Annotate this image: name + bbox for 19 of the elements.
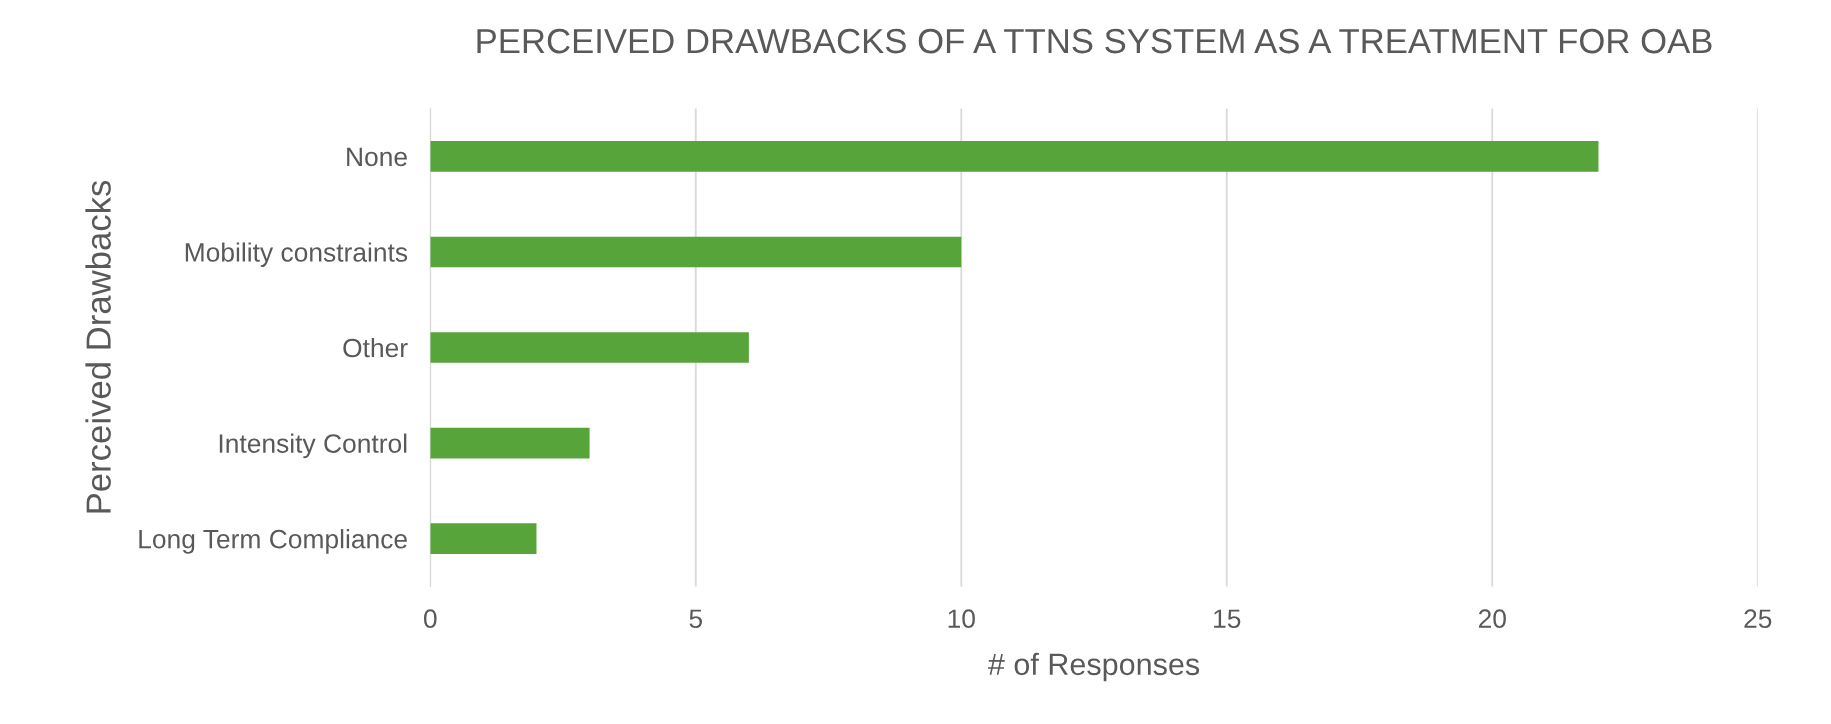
y-tick-label: None [347,147,407,167]
x-tick-label: 10 [948,609,975,629]
x-tick-label: 20 [1478,609,1506,629]
x-axis-title: # of Responses [988,652,1200,682]
x-tick-label: 0 [423,609,437,629]
y-axis-title: Perceived Drawbacks [85,180,111,513]
y-tick-label: Intensity Control [219,433,407,459]
bar [430,236,962,268]
bar [430,427,590,459]
bar [430,332,749,363]
x-tick-label: 15 [1214,609,1241,629]
chart-title: PERCEIVED DRAWBACKS OF A TTNS SYSTEM AS A TREATMENT FOR OAB [477,28,1712,54]
x-tick-label: 5 [689,609,703,629]
y-tick-label: Other [343,337,408,358]
bar [430,141,1599,172]
bar [430,523,537,554]
y-tick-label: Long Term Compliance [139,529,407,554]
x-tick-label: 25 [1744,609,1772,629]
y-tick-label: Mobility constraints [185,242,408,267]
